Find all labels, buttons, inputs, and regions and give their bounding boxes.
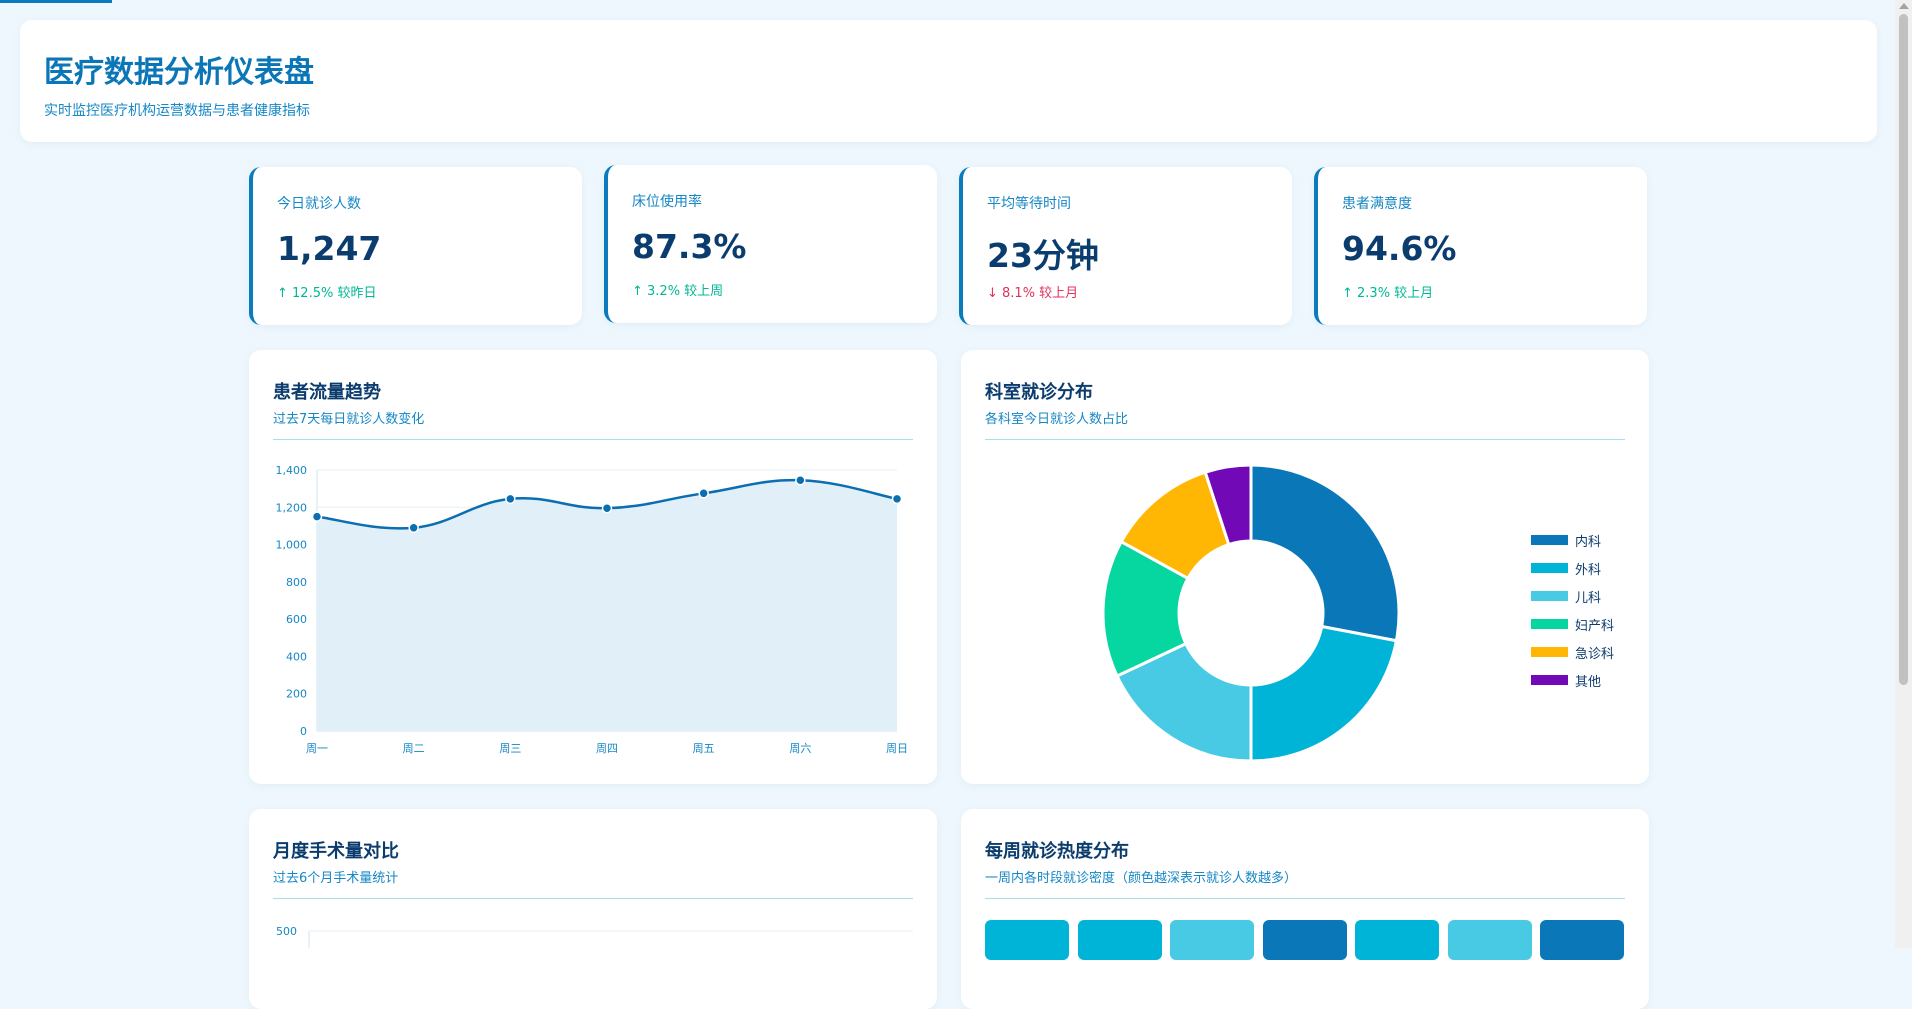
scroll-up-arrow-icon[interactable] [1899,3,1909,9]
panel-title: 每周就诊热度分布 [985,841,1129,862]
x-tick-label: 周二 [403,742,425,755]
department-donut-chart [1101,463,1401,763]
heatmap-cell [1447,920,1532,960]
legend-label: 儿科 [1575,591,1602,606]
x-tick-label: 周日 [886,742,908,755]
page-scrollbar[interactable] [1895,0,1912,948]
stat-label: 床位使用率 [632,194,702,210]
y-tick-label: 1,200 [276,501,308,514]
stat-label: 患者满意度 [1342,196,1412,212]
stat-value: 1,247 [277,229,382,268]
legend-item: 儿科 [1531,587,1651,615]
legend-swatch [1531,563,1568,573]
surgery-comparison-panel: 月度手术量对比 过去6个月手术量统计 [249,809,937,1009]
stat-value: 94.6% [1342,229,1457,268]
stat-value: 23分钟 [987,236,1099,275]
data-point [795,475,806,486]
chart-legend: 内科外科儿科妇产科急诊科其他 [1531,531,1651,699]
x-tick-label: 周三 [499,742,521,755]
stat-card-wait-time: 平均等待时间 23分钟 ↓ 8.1% 较上月 [959,167,1292,325]
heatmap-cell [1077,920,1162,960]
heatmap-cell [1262,920,1347,960]
stat-trend: ↓ 8.1% 较上月 [987,286,1079,301]
y-tick-label: 800 [286,576,307,589]
panel-subtitle: 过去6个月手术量统计 [273,871,399,886]
data-point [698,488,709,499]
panel-subtitle: 一周内各时段就诊密度（颜色越深表示就诊人数越多） [985,871,1298,886]
legend-swatch [1531,675,1568,685]
stat-card-visits: 今日就诊人数 1,247 ↑ 12.5% 较昨日 [249,167,582,325]
stat-card-bed-usage: 床位使用率 87.3% ↑ 3.2% 较上周 [604,165,937,323]
y-tick-label: 400 [286,650,307,663]
heatmap-cell [1540,920,1624,960]
panel-title: 患者流量趋势 [273,382,381,403]
data-point [891,493,903,505]
page-subtitle: 实时监控医疗机构运营数据与患者健康指标 [44,103,310,119]
stat-trend: ↑ 12.5% 较昨日 [277,286,377,301]
legend-item: 其他 [1531,671,1651,699]
stat-trend: ↑ 2.3% 较上月 [1342,286,1434,301]
stat-card-satisfaction: 患者满意度 94.6% ↑ 2.3% 较上月 [1314,167,1647,325]
y-tick-label: 0 [300,725,307,738]
legend-item: 妇产科 [1531,615,1651,643]
legend-label: 急诊科 [1575,647,1615,662]
y-tick-label: 200 [286,688,307,701]
panel-divider [985,439,1625,440]
legend-item: 急诊科 [1531,643,1651,671]
heatmap-cell [985,920,1069,960]
area-fill [317,480,897,731]
legend-swatch [1531,619,1568,629]
data-point [311,511,323,522]
legend-swatch [1531,647,1568,657]
donut-slice [1249,463,1401,643]
weekly-heatmap-panel: 每周就诊热度分布 一周内各时段就诊密度（颜色越深表示就诊人数越多） [961,809,1649,1009]
legend-item: 内科 [1531,531,1651,559]
panel-divider [273,898,913,899]
panel-divider [985,898,1625,899]
panel-divider [273,439,913,440]
data-point [505,493,516,505]
patient-flow-chart: 0 200 400 600 800 1,000 1,200 1,400 周一 周二 周三 周四 周五 周六… [276,464,909,755]
panel-title: 科室就诊分布 [985,382,1093,403]
x-tick-label: 周四 [596,742,618,755]
stat-trend: ↑ 3.2% 较上周 [632,284,724,299]
donut-slice [1203,463,1253,547]
heatmap-cell [1355,920,1439,960]
panel-title: 月度手术量对比 [273,841,399,862]
donut-slice [1115,641,1253,763]
x-tick-label: 周六 [789,742,811,755]
top-accent-bar [0,0,112,3]
donut-slice [1249,624,1399,763]
data-point [408,522,419,534]
legend-label: 内科 [1575,535,1602,550]
y-tick-label: 500 [276,925,297,938]
surgery-bar-chart: 500 [276,925,913,948]
legend-swatch [1531,591,1568,601]
x-tick-label: 周一 [306,742,328,755]
x-tick-label: 周五 [693,742,715,755]
y-tick-label: 600 [286,613,307,626]
data-point [601,502,613,514]
y-tick-label: 1,000 [276,539,308,552]
y-tick-label: 1,400 [276,464,308,477]
legend-item: 外科 [1531,559,1651,587]
dashboard-header: 医疗数据分析仪表盘 实时监控医疗机构运营数据与患者健康指标 [20,20,1877,142]
stat-value: 87.3% [632,227,747,266]
heatmap-cell [1170,920,1254,960]
stat-label: 平均等待时间 [987,196,1071,212]
page-title: 医疗数据分析仪表盘 [44,55,314,90]
legend-label: 妇产科 [1575,619,1615,634]
legend-label: 其他 [1575,675,1602,690]
scroll-thumb[interactable] [1899,14,1908,685]
legend-label: 外科 [1575,563,1602,578]
panel-subtitle: 过去7天每日就诊人数变化 [273,412,425,427]
panel-subtitle: 各科室今日就诊人数占比 [985,412,1129,427]
legend-swatch [1531,535,1568,545]
stat-label: 今日就诊人数 [277,196,361,212]
